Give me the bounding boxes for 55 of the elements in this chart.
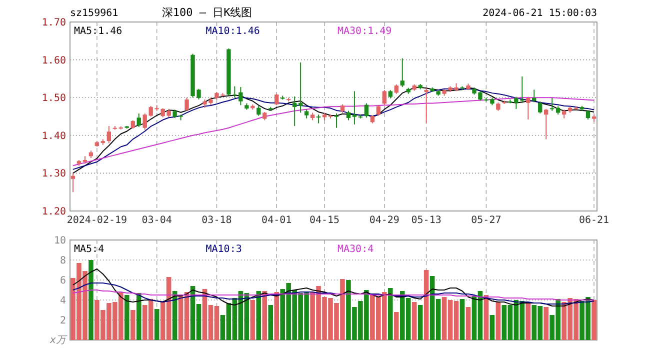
chart-title: 深100 — 日K线图 [162,6,252,19]
bar [424,270,429,340]
line-series [72,282,595,304]
x-tick-label: 04-29 [369,215,400,226]
text: MA10:3 [206,244,242,255]
y-tick-label: 1.60 [42,55,66,66]
bar [592,300,596,340]
x-tick-label: 06-21 [578,215,610,226]
bar [526,303,531,340]
y-tick-label: 1.50 [42,93,66,104]
y-tick-label: 8 [60,256,66,266]
bar [262,291,268,340]
x-tick-label: 05-13 [411,215,442,226]
x-tick-label: 03-04 [142,215,172,226]
text: MA30:4 [338,244,374,255]
bar [412,302,417,340]
bar [388,288,393,340]
x-tick-label: 03-18 [202,215,232,226]
x-tick-label: 05-27 [471,215,502,226]
bar [250,300,256,340]
text: MA30:1.49 [338,26,392,37]
text: 2024-06-21 15:00:03 [482,8,597,19]
bar [460,299,465,340]
bar [256,291,262,340]
y-axis-title: x万 [48,335,68,346]
y-tick-label: 4 [60,296,66,306]
x-tick-label: 04-15 [309,215,340,226]
series-label: MA5:4 [74,244,104,255]
text: sz159961 [70,8,118,19]
bar [544,307,548,340]
bar [88,260,94,340]
y-tick-label: 2 [60,316,66,326]
y-tick-label: 1.40 [42,130,66,142]
bar [154,309,160,340]
x-tick-label: 04-01 [262,215,292,226]
text: MA5:1.46 [74,26,122,37]
y-tick-label: 10 [54,236,66,246]
bar [268,305,274,340]
bar [124,295,130,340]
y-tick-label: 1.30 [42,168,66,180]
y-tick-label: 1.20 [42,206,66,218]
bar [274,292,280,340]
y-tick-label: 1.70 [42,18,66,28]
bar [466,307,471,340]
bar [496,302,501,340]
bar [490,315,495,340]
line-series [72,290,595,300]
x-tick-label: 2024-02-19 [66,215,128,226]
bar [418,305,423,340]
bar [136,293,142,340]
text: MA10:1.46 [206,26,260,37]
y-tick-label: 6 [60,276,66,286]
bar [130,310,136,340]
bar [394,312,399,340]
line-series [72,268,595,306]
